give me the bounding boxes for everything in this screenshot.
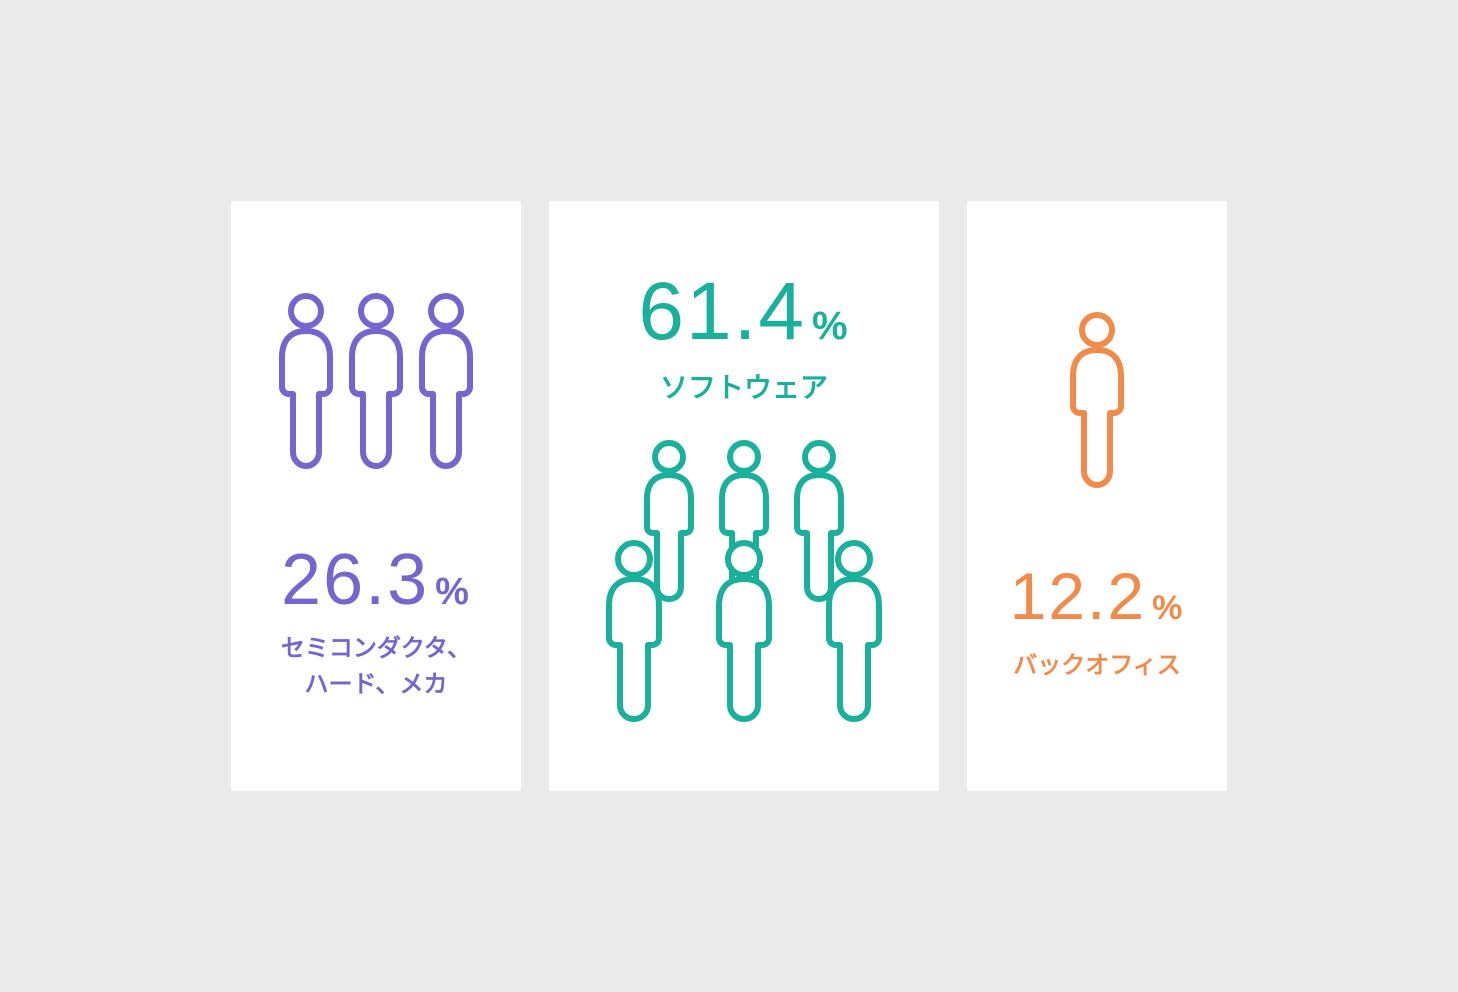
value-number: 12.2 [1010,558,1146,634]
people-icon [594,437,894,727]
label-line-1: ソフトウェア [660,372,828,403]
value-unit: % [1152,589,1184,628]
value-line: 61.4 % [638,265,849,359]
people-icon-group [266,289,486,479]
value-line: 26.3 % [281,539,471,621]
people-icon-group [594,437,894,727]
value-number: 61.4 [638,265,806,359]
label-line-1: バックオフィス [1013,652,1181,679]
value-number: 26.3 [281,539,429,621]
label-line-2: ハード、メカ [304,671,447,698]
card-backoffice: 12.2 % バックオフィス [967,201,1227,791]
card-semiconductor: 26.3 % セミコンダクタ、 ハード、メカ [231,201,521,791]
people-icon [1052,308,1142,498]
cards-row: 26.3 % セミコンダクタ、 ハード、メカ 61.4 % ソフトウェア [231,201,1227,791]
people-icon-group [1052,308,1142,498]
value-unit: % [435,571,471,614]
card-software: 61.4 % ソフトウェア [549,201,939,791]
infographic-stage: 26.3 % セミコンダクタ、 ハード、メカ 61.4 % ソフトウェア [0,0,1458,992]
label-line-1: セミコンダクタ、 [281,635,471,662]
category-label: ソフトウェア [660,367,828,409]
value-unit: % [812,304,850,349]
people-icon [266,289,486,479]
category-label: セミコンダクタ、 ハード、メカ [281,631,471,703]
value-line: 12.2 % [1010,558,1185,634]
category-label: バックオフィス [1013,648,1181,684]
